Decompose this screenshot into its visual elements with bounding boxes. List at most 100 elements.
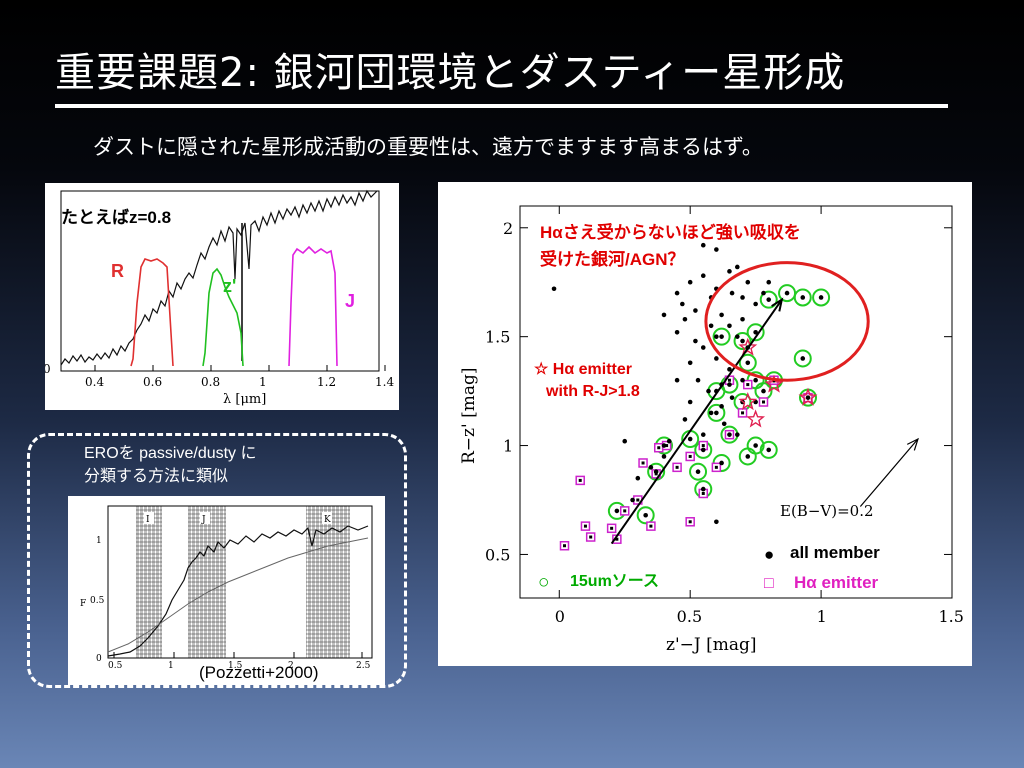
filter-spectrum-panel: たとえばz=0.8 R z' J 0.4 0.6 0.8 1 1.2 1.4 0 λ [μ… (43, 183, 399, 410)
band-i-label-bg (144, 512, 154, 524)
band-j-label-bg (200, 512, 210, 524)
pozzetti-x-tick-label: 1 (168, 661, 174, 671)
member-point (666, 438, 672, 444)
halpha-emitter-dot (578, 478, 582, 482)
cc-arrows (610, 297, 919, 545)
source-15um-marker (738, 353, 757, 372)
member-point (735, 334, 740, 339)
halpha-emitter-dot (701, 444, 705, 448)
ero-caption-line2: 分類する方法に類似 (84, 468, 229, 485)
cc-y-tick-label: 1 (503, 437, 513, 456)
band-label-k: K (324, 515, 331, 525)
legend-label-15um: 15umソース (570, 573, 659, 590)
filter-x-ticks: 0.4 0.6 0.8 1 1.2 1.4 (85, 365, 394, 389)
pozzetti-x-ticks: 0.5 1 1.5 2 2.5 (108, 652, 371, 671)
halpha-emitter-dot (727, 378, 731, 382)
source-15um-marker (759, 290, 778, 309)
halpha-emitter-dot (623, 509, 627, 513)
pozzetti-x-tick-label: 2.5 (356, 661, 371, 671)
cc-x-tick-label: 1.5 (939, 607, 964, 626)
band-j-region (188, 506, 226, 658)
member-point (700, 432, 706, 437)
source-15um-marker (812, 288, 831, 307)
halpha-emitter-dot (615, 537, 619, 541)
halpha-emitter-dot (657, 446, 661, 450)
halpha-emitter-dot (761, 400, 765, 404)
source-15um-marker (689, 462, 708, 481)
member-point (766, 447, 772, 453)
pozzetti-y-tick-05: 0.5 (90, 596, 105, 606)
pozzetti-x-tick-label: 2 (288, 661, 294, 671)
member-point (695, 469, 701, 474)
emitter-note-line1: ☆ Hα emitter (534, 361, 632, 378)
filter-x-tick-label: 1.2 (317, 375, 336, 389)
pozzetti-figure: I J K 1 0.5 0 F 0.5 1 1.5 2 2.5 (Pozzetti+20… (80, 505, 373, 682)
legend-symbol-members: ● (764, 545, 774, 564)
member-point (727, 323, 732, 329)
halpha-emitter-dot (741, 411, 745, 415)
member-point (766, 279, 772, 285)
member-point (761, 388, 766, 394)
emitter-note-line2: with R-J>1.8 (545, 383, 640, 400)
member-point (784, 290, 790, 296)
halpha-emitter-dot (610, 526, 614, 530)
member-point (740, 338, 745, 344)
halpha-emitter-dot (688, 454, 692, 458)
ero-comparison-box (27, 433, 407, 688)
band-k-label-bg (322, 512, 332, 524)
color-color-diagram: 0 0.5 1 1.5 0.5 1 1.5 2 Hαさえ受からないほど強い吸収を 受けた銀河/… (459, 205, 964, 655)
halpha-emitter-dot (675, 465, 679, 469)
slide-subtitle: ダストに隠された星形成活動の重要性は、遠方でますます高まるはず。 (93, 135, 763, 159)
band-label-i: I (146, 515, 150, 525)
source-15um-marker (738, 447, 757, 466)
cc-y-tick-label: 1.5 (485, 328, 510, 347)
member-point (674, 290, 680, 296)
member-point (653, 469, 659, 474)
pozzetti-y-tick-0: 0 (96, 654, 102, 664)
cc-y-tick-label: 0.5 (485, 545, 510, 564)
member-point (708, 323, 714, 329)
trend-arrow (610, 299, 783, 545)
filter-x-label: λ [μm] (223, 392, 266, 407)
plot-frame (60, 190, 380, 372)
member-point (693, 308, 698, 313)
pozzetti-x-tick-label: 0.5 (108, 661, 123, 671)
member-point (719, 334, 724, 339)
trend-arrow-head (771, 297, 784, 312)
member-point (727, 269, 732, 274)
halpha-red-star (798, 387, 818, 406)
member-point (714, 247, 719, 252)
pozzetti-y-tick-1: 1 (96, 536, 102, 546)
legend-label-members: all member (790, 543, 880, 562)
cc-halpha-red-stars (738, 337, 818, 428)
cc-x-tick-label: 0.5 (677, 607, 702, 626)
member-point (719, 312, 724, 318)
band-i-region (136, 506, 162, 658)
filter-x-tick-label: 0.8 (201, 375, 220, 389)
title-underline (55, 104, 948, 108)
filter-label-z: z' (223, 276, 236, 296)
cc-x-tick-label: 1 (817, 607, 827, 626)
member-point (700, 447, 706, 453)
slide-title: 重要課題2: 銀河団環境とダスティー星形成 (55, 50, 846, 96)
member-point (682, 417, 688, 422)
halpha-red-star (764, 374, 784, 393)
cc-halpha-emitters (559, 375, 813, 551)
halpha-emitter-dot (641, 461, 645, 465)
halpha-emitter-dot (701, 491, 705, 495)
member-point (687, 399, 693, 405)
cc-y-tick-label: 2 (503, 219, 513, 238)
member-point (635, 475, 641, 481)
filter-label-j: J (345, 291, 355, 311)
member-point (753, 301, 758, 307)
absorption-question-line1: Hαさえ受からないほど強い吸収を (540, 222, 801, 242)
cc-axis-ticks: 0 0.5 1 1.5 0.5 1 1.5 2 (485, 206, 964, 626)
member-point (706, 388, 711, 394)
ero-caption-line1: EROを passive/dusty に (84, 445, 257, 462)
member-point (729, 290, 735, 296)
legend-symbol-halpha: □ (764, 575, 774, 592)
legend-label-halpha: Hα emitter (794, 573, 879, 592)
member-point (740, 316, 745, 322)
halpha-emitter-dot (688, 520, 692, 524)
member-point (693, 338, 698, 344)
